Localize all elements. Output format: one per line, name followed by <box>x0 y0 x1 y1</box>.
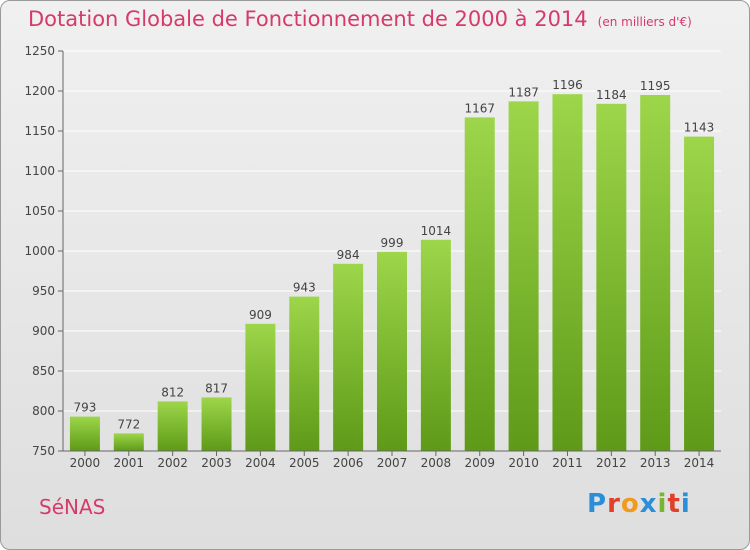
logo-letter: x <box>639 489 658 519</box>
bar-2006 <box>333 263 364 451</box>
x-tick-label-2006: 2006 <box>333 456 364 470</box>
bar-2004 <box>245 323 276 451</box>
x-tick-label-2013: 2013 <box>640 456 671 470</box>
logo-letter: i <box>680 489 691 519</box>
x-tick-label-2000: 2000 <box>70 456 101 470</box>
bar-chart: 793 772 812 817 909 943 984 999 1014 1167 1187 1196… <box>24 44 721 470</box>
chart-title-text: Dotation Globale de Fonctionnement de 20… <box>28 7 588 31</box>
bar-2014 <box>684 136 715 451</box>
value-label-2002: 812 <box>161 385 184 399</box>
y-tick-label: 1150 <box>24 124 55 138</box>
x-tick-label-2009: 2009 <box>464 456 495 470</box>
y-tick-label: 1000 <box>24 244 55 258</box>
x-tick-label-2001: 2001 <box>114 456 145 470</box>
value-label-2009: 1167 <box>464 101 495 115</box>
y-tick-label: 950 <box>32 284 55 298</box>
value-label-2007: 999 <box>381 236 404 250</box>
value-label-2001: 772 <box>117 417 140 431</box>
commune-name: SéNAS <box>39 495 106 519</box>
x-tick-label-2002: 2002 <box>157 456 188 470</box>
bar-2000 <box>69 416 100 451</box>
bar-2012 <box>596 103 627 452</box>
y-tick-label: 1050 <box>24 204 55 218</box>
y-tick-label: 800 <box>32 404 55 418</box>
value-label-2006: 984 <box>337 248 360 262</box>
y-tick-label: 750 <box>32 444 55 458</box>
value-label-2012: 1184 <box>596 88 627 102</box>
bar-2003 <box>201 397 232 451</box>
bar-2008 <box>420 239 451 451</box>
bar-2002 <box>157 401 188 451</box>
y-tick-label: 850 <box>32 364 55 378</box>
value-label-2011: 1196 <box>552 78 583 92</box>
value-label-2013: 1195 <box>640 79 671 93</box>
bar-2011 <box>552 94 583 451</box>
x-tick-label-2012: 2012 <box>596 456 627 470</box>
logo-letter: o <box>620 489 640 519</box>
logo-letter: t <box>667 489 681 519</box>
bar-2010 <box>508 101 539 452</box>
x-tick-label-2014: 2014 <box>684 456 715 470</box>
value-label-2005: 943 <box>293 281 316 295</box>
value-label-2000: 793 <box>73 401 96 415</box>
bars: 793 772 812 817 909 943 984 999 1014 1167 1187 1196… <box>69 78 715 452</box>
chart-title: Dotation Globale de Fonctionnement de 20… <box>28 7 692 31</box>
value-label-2003: 817 <box>205 381 228 395</box>
x-tick-label-2005: 2005 <box>289 456 320 470</box>
value-label-2008: 1014 <box>421 224 452 238</box>
x-tick-label-2008: 2008 <box>421 456 452 470</box>
bar-2001 <box>113 433 144 451</box>
logo-letter: i <box>657 489 668 519</box>
x-tick-label-2010: 2010 <box>508 456 539 470</box>
y-tick-label: 1200 <box>24 84 55 98</box>
x-tick-label-2004: 2004 <box>245 456 276 470</box>
y-tick-label: 900 <box>32 324 55 338</box>
value-label-2004: 909 <box>249 308 272 322</box>
value-label-2014: 1143 <box>684 121 715 135</box>
value-label-2010: 1187 <box>508 85 539 99</box>
y-tick-label: 1100 <box>24 164 55 178</box>
logo-letter: P <box>587 489 608 519</box>
axes: 750 800 850 900 950 1000 1050 1100 1150 1200 1250 2… <box>24 44 721 470</box>
bar-2009 <box>464 117 495 452</box>
bar-2013 <box>640 95 671 451</box>
bar-2005 <box>289 296 320 451</box>
x-tick-label-2003: 2003 <box>201 456 232 470</box>
bar-2007 <box>377 251 407 451</box>
y-tick-label: 1250 <box>24 44 55 58</box>
x-tick-label-2011: 2011 <box>552 456 583 470</box>
x-tick-label-2007: 2007 <box>377 456 408 470</box>
logo-letter: r <box>607 489 621 519</box>
chart-subtitle: (en milliers d'€) <box>597 15 692 29</box>
proxiti-logo[interactable]: Proxiti <box>587 489 691 519</box>
